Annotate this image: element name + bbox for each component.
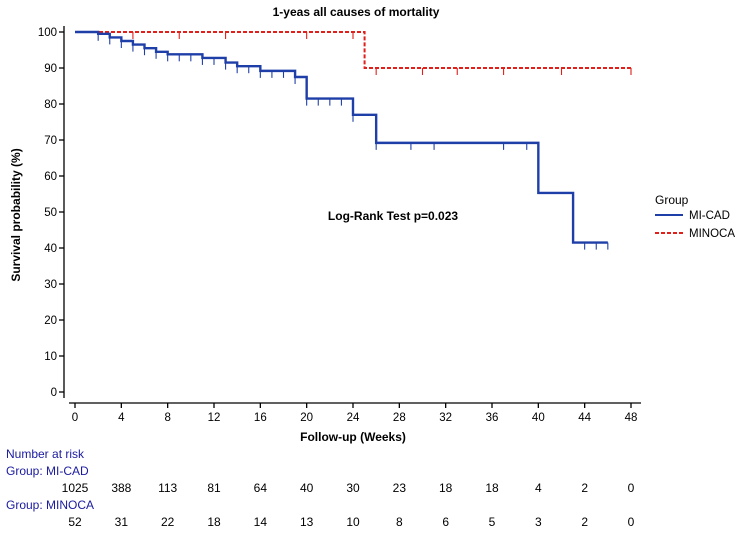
risk-group-label-minoca: Group: MINOCA	[6, 498, 94, 512]
x-tick-label: 44	[578, 412, 591, 424]
y-tick-label: 30	[44, 279, 57, 291]
risk-group-label-mi-cad: Group: MI-CAD	[6, 464, 89, 478]
legend: Group MI-CAD MINOCA	[655, 193, 735, 240]
risk-count: 22	[161, 515, 175, 529]
log-rank-annotation: Log-Rank Test p=0.023	[328, 209, 458, 223]
x-tick-label: 36	[486, 412, 499, 424]
risk-count: 6	[442, 515, 449, 529]
risk-count: 388	[111, 481, 131, 495]
risk-count: 0	[628, 515, 635, 529]
y-tick-label: 0	[51, 387, 57, 399]
risk-count: 2	[581, 515, 588, 529]
x-tick-label: 28	[393, 412, 406, 424]
number-at-risk-table: Number at risk Group: MI-CAD 1025 388 113 8…	[6, 447, 635, 529]
x-tick-label: 32	[439, 412, 452, 424]
risk-count: 8	[396, 515, 403, 529]
x-tick-label: 20	[300, 412, 313, 424]
risk-count: 4	[535, 481, 542, 495]
risk-count: 40	[300, 481, 314, 495]
risk-row-mi-cad: 1025 388 113 81 64 40 30 23 18 18 4 2 0	[62, 481, 635, 495]
risk-count: 18	[207, 515, 221, 529]
x-axis-label: Follow-up (Weeks)	[300, 430, 406, 444]
series-layer	[75, 30, 632, 250]
risk-table-heading: Number at risk	[6, 447, 85, 461]
y-tick-label: 60	[44, 171, 57, 183]
risk-count: 81	[207, 481, 221, 495]
x-tick-label: 40	[532, 412, 545, 424]
y-tick-label: 80	[44, 99, 57, 111]
y-tick-label: 40	[44, 243, 57, 255]
y-tick-label: 10	[44, 351, 57, 363]
x-tick-label: 24	[347, 412, 360, 424]
y-axis-label: Survival probability (%)	[9, 148, 23, 281]
series-line-minoca	[75, 31, 631, 69]
x-axis: 0 4 8 12 16 20 24 28 32 36 40 44 48	[69, 402, 641, 424]
risk-count: 3	[535, 515, 542, 529]
risk-count: 18	[439, 481, 453, 495]
legend-title: Group	[655, 193, 689, 207]
risk-count: 14	[254, 515, 268, 529]
y-tick-label: 50	[44, 207, 57, 219]
y-axis: 0 10 20 30 40 50 60 70 80 90 100	[38, 26, 65, 399]
x-tick-label: 4	[118, 412, 125, 424]
risk-count: 5	[489, 515, 496, 529]
risk-count: 1025	[62, 481, 89, 495]
risk-count: 23	[393, 481, 407, 495]
legend-label-mi-cad: MI-CAD	[689, 210, 730, 222]
y-tick-label: 70	[44, 135, 57, 147]
risk-row-minoca: 52 31 22 18 14 13 10 8 6 5 3 2 0	[68, 515, 634, 529]
risk-count: 0	[628, 481, 635, 495]
risk-count: 10	[346, 515, 360, 529]
x-tick-label: 16	[254, 412, 267, 424]
y-tick-label: 90	[44, 63, 57, 75]
legend-label-minoca: MINOCA	[689, 228, 735, 240]
x-tick-label: 8	[164, 412, 170, 424]
chart-title: 1-yeas all causes of mortality	[273, 5, 440, 19]
risk-count: 31	[115, 515, 129, 529]
risk-count: 64	[254, 481, 268, 495]
y-tick-label: 20	[44, 315, 57, 327]
series-line-mi-cad	[75, 30, 608, 244]
risk-count: 13	[300, 515, 314, 529]
risk-count: 30	[346, 481, 360, 495]
risk-count: 113	[158, 481, 177, 495]
risk-count: 2	[581, 481, 588, 495]
risk-count: 18	[485, 481, 499, 495]
x-tick-label: 0	[72, 412, 78, 424]
y-tick-label: 100	[38, 27, 57, 39]
risk-count: 52	[68, 515, 82, 529]
x-tick-label: 12	[208, 412, 221, 424]
x-tick-label: 48	[625, 412, 638, 424]
